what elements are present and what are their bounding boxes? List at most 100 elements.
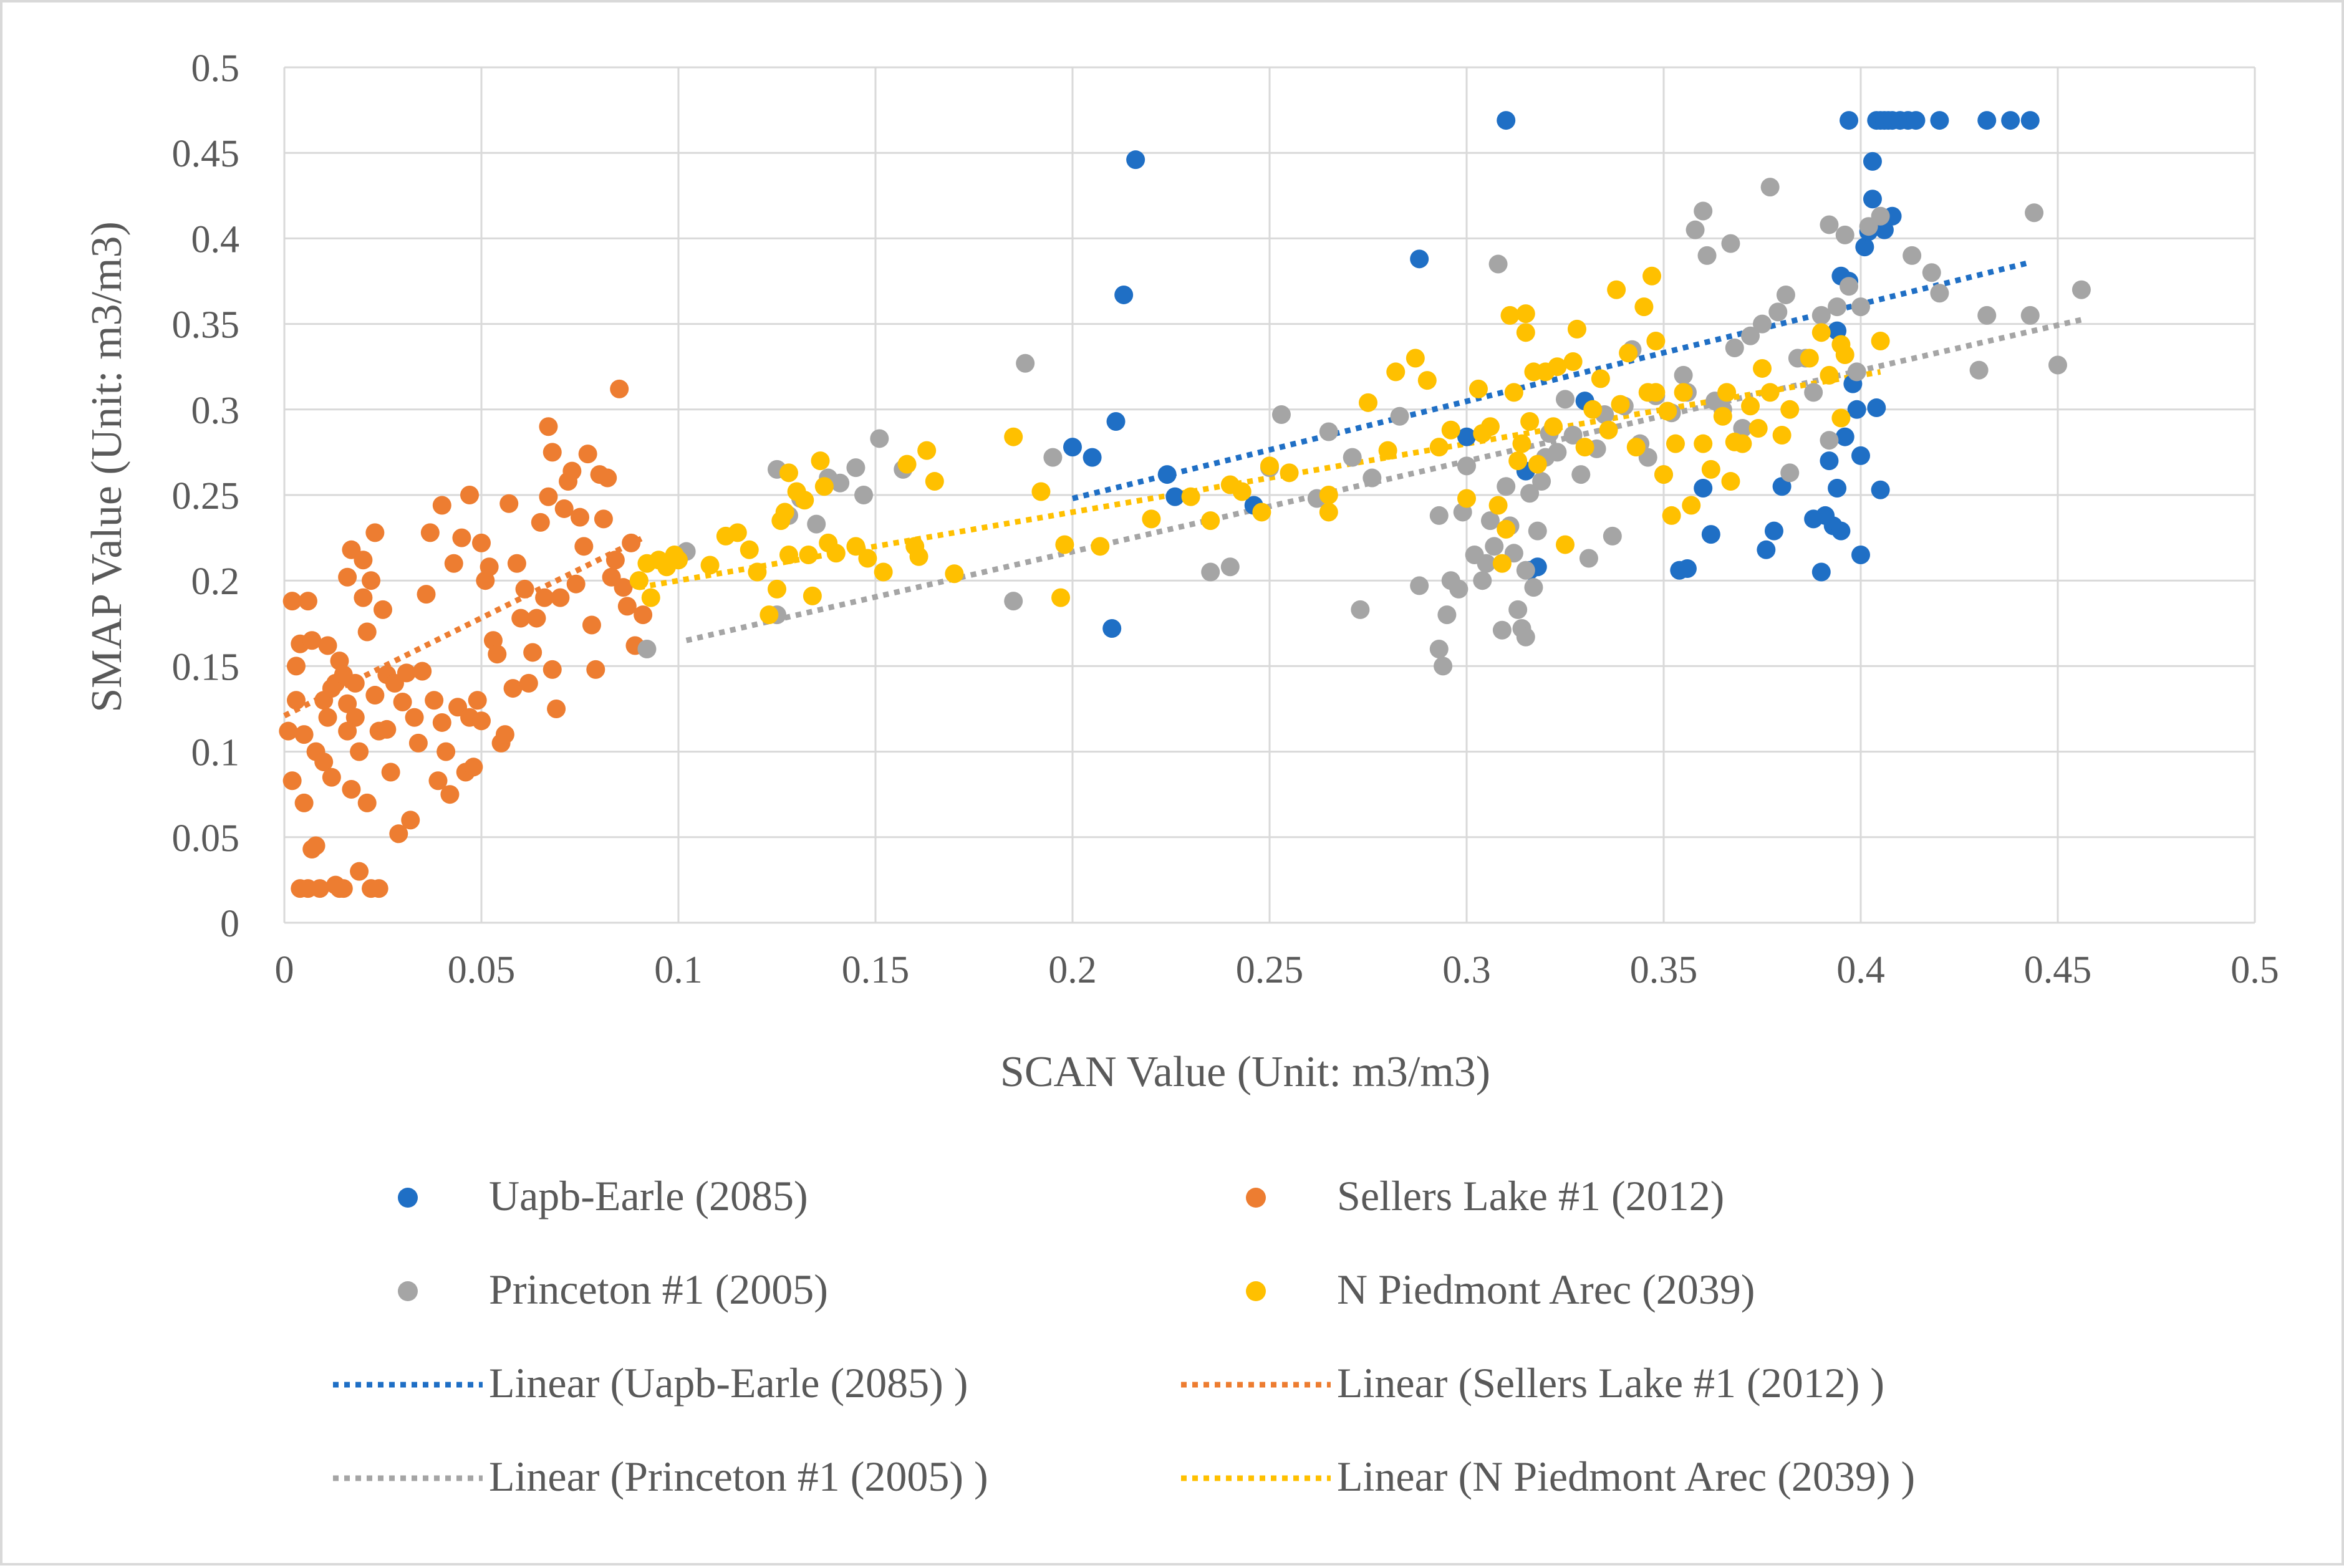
data-point — [1828, 297, 1847, 317]
data-point — [1871, 332, 1890, 351]
data-point — [1500, 305, 1520, 325]
y-tick-label: 0.4 — [191, 218, 240, 261]
data-point — [1654, 465, 1673, 484]
data-point — [1626, 438, 1646, 457]
data-point — [578, 445, 597, 464]
data-point — [1811, 323, 1831, 342]
data-point — [1867, 398, 1886, 418]
data-point — [279, 721, 298, 741]
legend-label: Linear (Sellers Lake #1 (2012) ) — [1337, 1359, 1884, 1407]
y-tick-label: 0 — [220, 903, 239, 945]
series-1 — [279, 379, 653, 898]
data-point — [1252, 503, 1271, 522]
data-point — [362, 571, 381, 590]
data-point — [1492, 620, 1512, 640]
data-point — [1831, 521, 1851, 541]
data-point — [854, 486, 874, 504]
data-point — [1548, 357, 1567, 377]
data-point — [846, 537, 866, 556]
data-point — [381, 762, 400, 782]
data-point — [1733, 434, 1752, 453]
data-point — [874, 562, 893, 582]
data-point — [1004, 592, 1023, 611]
data-point — [365, 686, 385, 705]
data-point — [527, 608, 546, 628]
data-point — [1591, 369, 1610, 388]
data-point — [354, 551, 373, 570]
data-point — [330, 879, 349, 898]
data-point — [617, 597, 637, 616]
legend: Uapb-Earle (2085) Sellers Lake #1 (2012) P… — [333, 1172, 1915, 1500]
data-point — [1804, 383, 1823, 402]
legend-entry: N Piedmont Arec (2039) — [1246, 1266, 1755, 1313]
data-point — [413, 661, 432, 681]
data-point — [1386, 362, 1406, 382]
data-point — [1488, 254, 1508, 274]
data-point — [775, 503, 794, 522]
data-point — [543, 443, 562, 462]
y-tick-label: 0.25 — [172, 475, 240, 517]
data-point — [345, 673, 365, 693]
data-point — [1508, 451, 1528, 471]
data-point — [286, 657, 306, 676]
data-point — [1429, 639, 1449, 658]
data-point — [1851, 446, 1870, 465]
data-point — [1567, 319, 1586, 339]
data-point — [1532, 472, 1551, 491]
data-point — [1457, 489, 1476, 508]
data-point — [1800, 349, 1819, 368]
data-point — [1516, 323, 1535, 342]
data-point — [515, 579, 534, 599]
data-point — [1863, 152, 1882, 171]
y-tick-label: 0.15 — [172, 646, 240, 688]
data-point — [428, 771, 448, 791]
data-point — [917, 441, 937, 460]
y-tick-label: 0.05 — [172, 817, 240, 860]
x-tick-label: 0.35 — [1630, 949, 1698, 991]
data-point — [432, 713, 451, 732]
data-point — [282, 592, 302, 611]
data-point — [1835, 225, 1854, 244]
data-point — [393, 693, 412, 712]
y-tick-label: 0.1 — [191, 732, 240, 774]
legend-label: Linear (N Piedmont Arec (2039) ) — [1337, 1453, 1915, 1500]
data-point — [432, 496, 451, 515]
data-point — [1114, 285, 1134, 304]
data-point — [1835, 345, 1854, 364]
data-point — [1485, 537, 1504, 556]
data-point — [1390, 406, 1409, 426]
y-axis-title-text: SMAP Value (Unit: m3/m3) — [83, 221, 131, 713]
data-point — [322, 767, 341, 787]
data-point — [1512, 434, 1531, 453]
data-point — [2025, 203, 2044, 223]
data-point — [1820, 431, 1839, 450]
data-point — [1142, 509, 1161, 529]
legend-entry: Linear (N Piedmont Arec (2039) ) — [1181, 1453, 1915, 1500]
data-point — [1429, 438, 1449, 457]
data-point — [1480, 511, 1500, 531]
data-point — [523, 643, 543, 662]
data-point — [1441, 420, 1460, 440]
data-point — [1351, 600, 1370, 619]
data-point — [1871, 480, 1890, 499]
data-point — [1220, 557, 1240, 577]
data-point — [605, 551, 625, 570]
data-point — [1359, 393, 1377, 412]
data-point — [598, 468, 617, 488]
data-point — [641, 588, 660, 607]
y-tick-label: 0.45 — [172, 133, 240, 175]
x-tick-label: 0.3 — [1442, 949, 1491, 991]
data-point — [2020, 305, 2040, 325]
data-point — [1753, 358, 1772, 378]
data-point — [1528, 455, 1547, 474]
data-point — [350, 862, 369, 881]
data-point — [1520, 484, 1540, 503]
data-point — [1102, 619, 1122, 638]
data-point — [1721, 472, 1740, 491]
data-point — [1757, 540, 1776, 559]
data-point — [1607, 280, 1626, 299]
data-point — [1977, 111, 1997, 130]
legend-label: Sellers Lake #1 (2012) — [1337, 1172, 1724, 1219]
y-tick-label: 0.35 — [172, 304, 240, 347]
data-point — [377, 719, 397, 739]
